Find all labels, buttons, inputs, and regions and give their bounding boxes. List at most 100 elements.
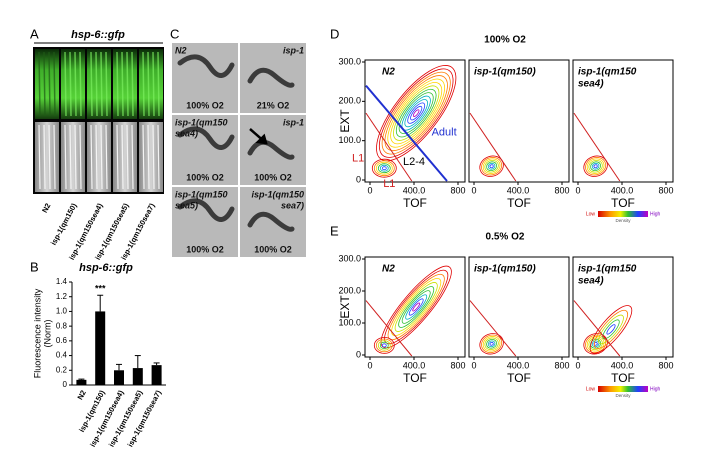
density-contour — [412, 109, 420, 117]
density-contour — [381, 343, 387, 348]
density-contour — [481, 334, 503, 353]
plot-frame — [468, 256, 570, 358]
y-tick-label: 0.4 — [56, 351, 68, 360]
condition-label: 100% O2 — [186, 172, 224, 182]
density-contour — [486, 339, 498, 349]
density-contour — [387, 78, 445, 148]
micrograph — [172, 187, 238, 257]
y-tick-label: 100.0 — [338, 317, 361, 327]
y-tick-label: 0 — [356, 174, 361, 184]
worm-stripe — [53, 51, 56, 117]
worm-outline — [126, 124, 129, 190]
density-contour — [486, 161, 498, 172]
x-axis-label: TOF — [507, 371, 531, 385]
x-axis-label: TOF — [403, 371, 427, 385]
worm-stripe — [38, 51, 41, 117]
density-contour — [489, 341, 494, 346]
panel-label: A — [30, 26, 39, 41]
worm-stripe — [121, 51, 124, 117]
x-tick-label: 400.0 — [611, 360, 634, 370]
bar — [76, 379, 87, 385]
condition-label: 100% O2 — [186, 100, 224, 110]
density-contour — [373, 336, 395, 354]
plot-title: isp-1(qm150) — [474, 264, 536, 275]
density-contour — [482, 158, 501, 174]
density-contour — [391, 278, 442, 336]
density-contour — [602, 319, 620, 340]
density-contour — [484, 159, 499, 173]
worm-stripe — [152, 51, 155, 117]
density-contour — [376, 65, 457, 162]
strain-label: isp-1 — [283, 117, 304, 127]
worm-stripe — [100, 51, 103, 117]
x-tick-label: 400.0 — [507, 185, 530, 195]
density-contour — [487, 340, 496, 348]
strain-label: isp-1(qm150 — [251, 189, 304, 199]
y-axis-label: (Norm) — [42, 320, 52, 348]
strain-label: sea5) — [175, 200, 198, 210]
x-axis-label: TOF — [611, 196, 635, 210]
x-tick-label: 0 — [575, 360, 580, 370]
strain-label: isp-1(qm150) — [49, 201, 79, 247]
worm-outline — [53, 124, 56, 190]
x-tick-label: 400.0 — [611, 185, 634, 195]
condition-label: 100% O2 — [186, 244, 224, 254]
panel-label: D — [330, 26, 339, 41]
colorbar-label: Low — [586, 386, 596, 392]
worm-stripe — [116, 51, 119, 117]
worm-stripe — [131, 51, 134, 117]
worm — [247, 139, 295, 160]
y-tick-label: 0 — [356, 349, 361, 359]
x-axis-label: TOF — [403, 196, 427, 210]
worm — [177, 198, 235, 222]
x-tick-label: 800 — [658, 360, 673, 370]
density-contour — [390, 82, 443, 145]
density-contour — [398, 286, 435, 328]
worm-outline — [131, 124, 134, 190]
density-contour — [377, 163, 391, 174]
gate-line — [469, 112, 517, 182]
density-contour — [588, 337, 603, 351]
worm-outline — [69, 124, 72, 190]
plot-title: isp-1(qm150 — [578, 67, 637, 78]
plot-title: N2 — [382, 264, 395, 275]
y-tick-label: 300.0 — [338, 56, 361, 66]
worm-stripe — [79, 51, 82, 117]
x-tick-label: 800 — [658, 185, 673, 195]
x-tick-label: 0 — [367, 360, 372, 370]
worm-outline — [90, 124, 93, 190]
worm-stripe — [157, 51, 160, 117]
worm — [247, 211, 295, 232]
density-contour — [598, 314, 624, 345]
gate-line — [573, 112, 621, 182]
x-tick-label: 800 — [554, 185, 569, 195]
gate-label: L1 — [383, 178, 395, 190]
density-contour — [591, 162, 600, 170]
gate-label: L1 — [352, 152, 364, 164]
strain-label: isp-1(qm150 — [175, 189, 228, 199]
density-contour — [585, 157, 607, 176]
density-contour — [481, 157, 503, 176]
strain-label: isp-1(qm150 — [175, 117, 228, 127]
worm-outline — [105, 124, 108, 190]
colorbar-label: Density — [615, 218, 631, 223]
density-contour — [401, 290, 431, 324]
worm-outline — [64, 124, 67, 190]
bar — [151, 365, 162, 385]
density-contour — [606, 324, 616, 335]
density-contour — [379, 341, 389, 349]
worm-stripe — [43, 51, 46, 117]
worm-outline — [116, 124, 119, 190]
worm-outline — [142, 124, 145, 190]
gate-line — [573, 300, 621, 357]
density-contour — [482, 336, 501, 352]
worm-outline — [43, 124, 46, 190]
condition-label: 100% O2 — [254, 244, 292, 254]
x-tick-label: 0 — [471, 360, 476, 370]
strain-label: sea4) — [175, 128, 198, 138]
y-tick-label: 0.8 — [56, 321, 68, 330]
worm-outline — [152, 124, 155, 190]
plot-title: sea4) — [578, 276, 604, 287]
worm — [177, 54, 235, 78]
density-contour — [394, 282, 438, 332]
